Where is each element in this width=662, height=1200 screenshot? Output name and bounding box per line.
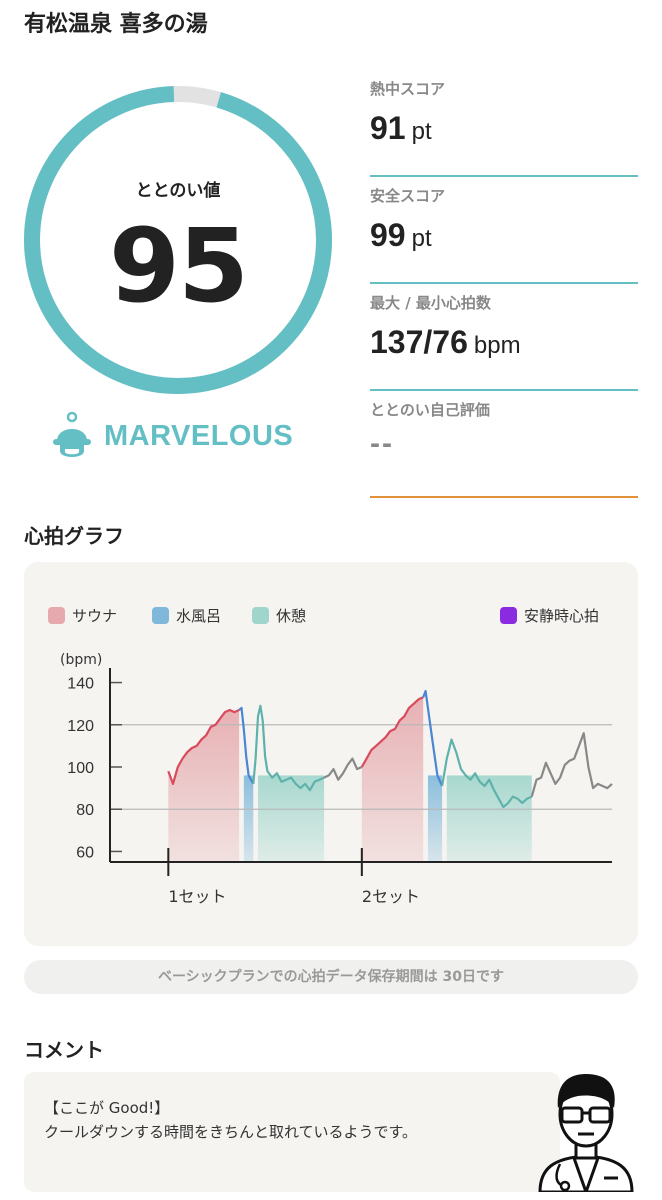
legend-label-2: 休憩 — [276, 607, 306, 625]
series-line-6 — [441, 738, 533, 809]
phase-area-2 — [258, 775, 325, 862]
legend-swatch-2 — [252, 607, 269, 624]
y-tick-label-1: 120 — [67, 718, 94, 735]
totonoi-gauge — [24, 86, 332, 394]
legend-swatch-0 — [48, 607, 65, 624]
phase-area-1 — [243, 775, 254, 862]
legend-swatch-3 — [500, 607, 517, 624]
series-line-3 — [323, 757, 363, 781]
safety-score-value: 99 pt — [370, 217, 432, 253]
set-label-1: 2セット — [362, 887, 420, 906]
series-line-5 — [422, 689, 444, 787]
heart-rate-range-value: 137/76 bpm — [370, 324, 521, 360]
sauna-hat-icon — [53, 411, 91, 457]
phase-area-5 — [446, 775, 532, 862]
phase-area-4 — [427, 775, 443, 862]
doctor-icon — [538, 1074, 634, 1192]
legend-label-1: 水風呂 — [176, 607, 221, 625]
legend-label-3: 安静時心拍 — [524, 607, 599, 625]
y-tick-label-4: 60 — [76, 844, 94, 861]
heat-score: 熱中スコア 91 pt — [370, 70, 638, 177]
phase-area-3 — [361, 697, 424, 862]
safety-score: 安全スコア 99 pt — [370, 177, 638, 284]
heart-rate-range: 最大 / 最小心拍数 137/76 bpm — [370, 284, 638, 391]
comment-body: クールダウンする時間をきちんと取れているようです。 — [44, 1123, 418, 1141]
self-rating-value[interactable]: -- — [370, 427, 394, 460]
score-list: 熱中スコア 91 pt 安全スコア 99 pt 最大 / 最小心拍数 137/76 b… — [370, 70, 638, 498]
totonoi-value: 95 — [109, 207, 249, 326]
heart-graph-title: 心拍グラフ — [24, 524, 124, 548]
series-line-2 — [252, 704, 325, 792]
set-label-0: 1セット — [168, 887, 226, 906]
self-rating-label: ととのい自己評価 — [370, 401, 490, 419]
y-tick-label-3: 80 — [76, 802, 94, 819]
heart-rate-chart: サウナ 水風呂 休憩 安静時心拍 (bpm) 140 120 100 80 60 1セット 2セット — [24, 562, 638, 946]
heat-score-label: 熱中スコア — [370, 80, 446, 98]
heart-rate-range-label: 最大 / 最小心拍数 — [370, 294, 491, 312]
series-line-1 — [238, 706, 255, 785]
comment-box: 【ここが Good!】 クールダウンする時間をきちんと取れているようです。 — [24, 1072, 560, 1192]
grade-badge: MARVELOUS — [50, 410, 293, 462]
heart-rate-chart-svg: サウナ 水風呂 休憩 安静時心拍 (bpm) 140 120 100 80 60 1セット 2セット — [48, 607, 613, 906]
y-tick-label-2: 100 — [67, 760, 94, 777]
storage-notice: ベーシックプランでの心拍データ保存期間は 30日です — [24, 960, 638, 994]
y-axis-label: (bpm) — [60, 652, 102, 668]
heat-score-value: 91 pt — [370, 110, 432, 146]
comment-heading: 【ここが Good!】 — [44, 1099, 170, 1117]
self-rating[interactable]: ととのい自己評価 -- — [370, 391, 638, 498]
series-line-4 — [360, 696, 424, 768]
grade-label: MARVELOUS — [104, 419, 294, 452]
totonoi-label: ととのい値 — [135, 181, 221, 201]
legend-swatch-1 — [152, 607, 169, 624]
series-line-7 — [530, 732, 613, 797]
series-line-0 — [167, 708, 240, 785]
y-tick-label-0: 140 — [67, 676, 94, 693]
comment-title: コメント — [24, 1038, 104, 1062]
safety-score-label: 安全スコア — [370, 187, 446, 205]
facility-name: 有松温泉 喜多の湯 — [24, 12, 208, 37]
legend-label-0: サウナ — [72, 607, 117, 625]
phase-area-0 — [168, 710, 240, 862]
